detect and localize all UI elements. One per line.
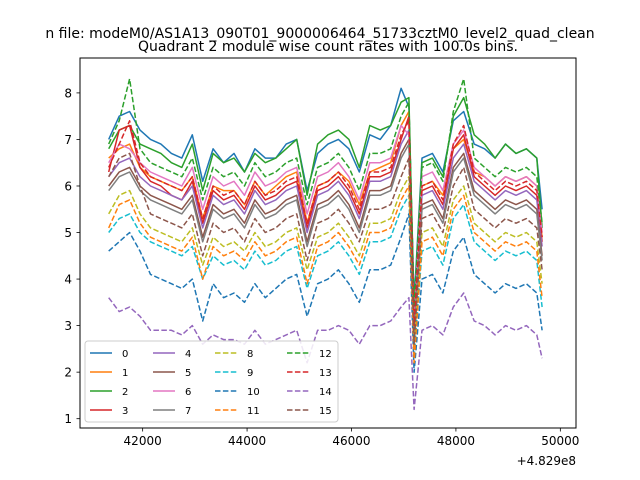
legend-label-0: 0 bbox=[122, 349, 128, 360]
legend-label-8: 8 bbox=[247, 349, 253, 360]
x-offset-text: +4.829e8 bbox=[517, 454, 576, 468]
legend-box bbox=[84, 340, 339, 423]
legend-label-6: 6 bbox=[185, 387, 191, 398]
x-tick-label: 42000 bbox=[124, 434, 162, 448]
legend-label-9: 9 bbox=[247, 368, 253, 379]
series-line-8 bbox=[108, 175, 543, 350]
y-axis: 1 2 3 4 5 6 7 8 bbox=[64, 86, 80, 426]
y-tick-label: 8 bbox=[64, 86, 72, 100]
series-line-1 bbox=[108, 110, 543, 322]
legend-label-3: 3 bbox=[122, 406, 128, 417]
x-tick-label: 48000 bbox=[437, 434, 475, 448]
legend-label-15: 15 bbox=[319, 406, 332, 417]
y-tick-label: 3 bbox=[64, 319, 72, 333]
legend-label-12: 12 bbox=[319, 349, 332, 360]
legend-label-11: 11 bbox=[247, 406, 260, 417]
series-line-12 bbox=[108, 78, 543, 308]
series-line-10 bbox=[108, 213, 543, 373]
chart-title: Quadrant 2 module wise count rates with … bbox=[138, 39, 518, 55]
series-line-7 bbox=[108, 143, 543, 341]
x-tick-label: 46000 bbox=[332, 434, 370, 448]
series-line-13 bbox=[108, 120, 543, 327]
series-line-6 bbox=[108, 124, 543, 318]
plot-frame bbox=[79, 57, 577, 429]
x-tick-label: 50000 bbox=[541, 434, 579, 448]
y-tick-label: 5 bbox=[64, 226, 72, 240]
y-tick-label: 1 bbox=[64, 412, 72, 426]
legend-label-5: 5 bbox=[185, 368, 191, 379]
series-line-2 bbox=[108, 96, 543, 313]
series-line-9 bbox=[108, 194, 543, 359]
legend-label-13: 13 bbox=[319, 368, 332, 379]
y-tick-label: 7 bbox=[64, 133, 72, 147]
legend-label-2: 2 bbox=[122, 387, 128, 398]
plot-area bbox=[79, 57, 577, 429]
legend-label-10: 10 bbox=[247, 387, 260, 398]
x-axis: 42000 44000 46000 48000 50000 bbox=[124, 428, 579, 448]
series-line-14 bbox=[108, 292, 543, 411]
legend-label-1: 1 bbox=[122, 368, 128, 379]
series-line-4 bbox=[108, 129, 543, 332]
figure-suptitle: n file: modeM0/AS1A13_090T01_9000006464_… bbox=[45, 26, 594, 42]
y-tick-label: 2 bbox=[64, 366, 72, 380]
y-tick-label: 4 bbox=[64, 273, 72, 287]
series-line-0 bbox=[108, 87, 543, 304]
x-tick-label: 44000 bbox=[228, 434, 266, 448]
series-line-5 bbox=[108, 138, 543, 336]
series-layer bbox=[107, 78, 543, 411]
y-tick-label: 6 bbox=[64, 179, 72, 193]
series-line-15 bbox=[108, 152, 543, 345]
legend-label-14: 14 bbox=[319, 387, 332, 398]
series-line-3 bbox=[107, 115, 543, 327]
legend-label-7: 7 bbox=[185, 406, 191, 417]
series-line-11 bbox=[108, 185, 543, 364]
legend-label-4: 4 bbox=[185, 349, 191, 360]
